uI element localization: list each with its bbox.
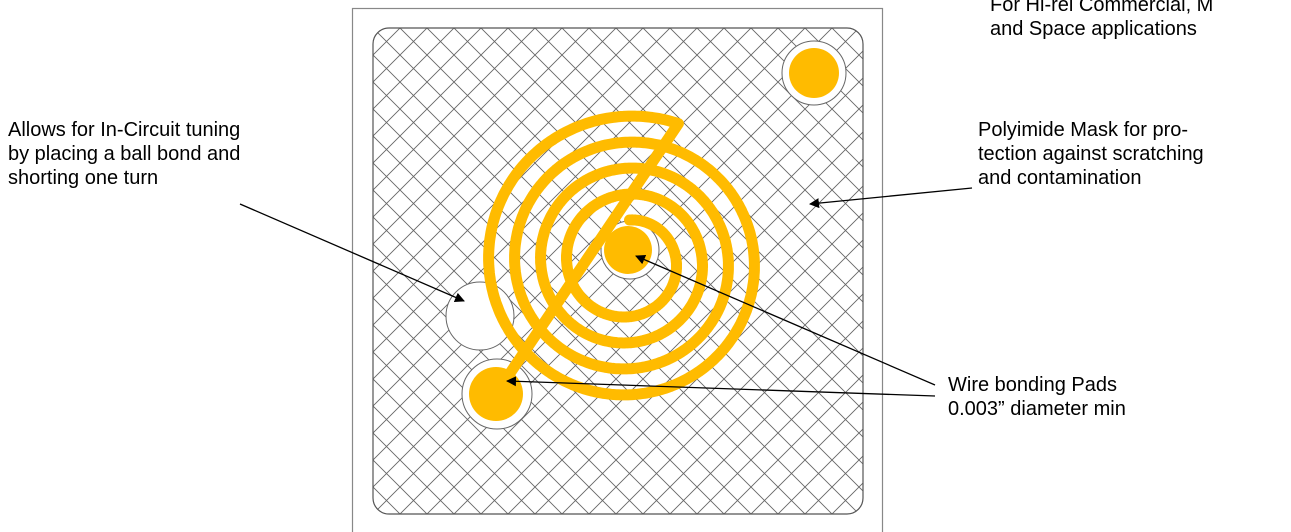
arrow-tuning (239, 203, 465, 303)
annotation-tuning-line-3: shorting one turn (8, 167, 159, 189)
annotation-wire-bonding-pads: Wire bonding Pads 0.003” diameter min (948, 373, 1126, 421)
annotation-mask-line-1: Polyimide Mask for pro- (978, 119, 1189, 141)
annotation-applications-line-1: For Hi-rel Commercial, M (990, 0, 1214, 16)
annotation-mask-line-3: and contamination (978, 167, 1142, 189)
annotation-polyimide-mask: Polyimide Mask for pro- tection against … (978, 118, 1204, 190)
annotation-tuning-line-2: by placing a ball bond and (8, 143, 241, 165)
spiral-trace (483, 110, 760, 401)
bond-pad-center (604, 226, 652, 274)
annotation-applications-line-2: and Space applications (990, 18, 1197, 40)
annotation-tuning-line-1: Allows for In-Circuit tuning (8, 119, 241, 141)
annotation-tuning: Allows for In-Circuit tuning by placing … (8, 118, 240, 190)
annotation-mask-line-2: tection against scratching (978, 143, 1204, 165)
bond-pad-top-right (789, 48, 839, 98)
annotation-applications: For Hi-rel Commercial, M and Space appli… (990, 0, 1213, 41)
arrow-pads-bottom (506, 376, 936, 397)
bond-pad-bottom-left (469, 367, 523, 421)
leader-arrows (239, 187, 973, 397)
annotation-pads-line-1: Wire bonding Pads (948, 374, 1117, 396)
arrow-pads-center (635, 254, 936, 386)
arrow-mask (809, 187, 973, 209)
annotation-pads-line-2: 0.003” diameter min (948, 398, 1126, 420)
